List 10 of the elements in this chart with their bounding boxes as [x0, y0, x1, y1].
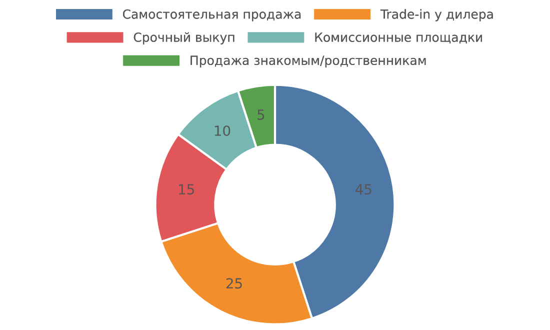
legend-label: Комиссионные площадки — [315, 32, 482, 44]
data-label: 5 — [258, 110, 264, 120]
data-label: 45 — [356, 184, 372, 195]
data-label: 10 — [214, 125, 230, 136]
data-label: 15 — [179, 184, 194, 195]
legend-label: Самостоятельная продажа — [122, 9, 301, 22]
legend-label: Срочный выкуп — [134, 32, 234, 44]
data-label: 25 — [226, 278, 242, 289]
legend-label: Продажа знакомым/родственникам — [190, 56, 426, 68]
legend-label: Trade-in у дилера — [380, 9, 493, 22]
